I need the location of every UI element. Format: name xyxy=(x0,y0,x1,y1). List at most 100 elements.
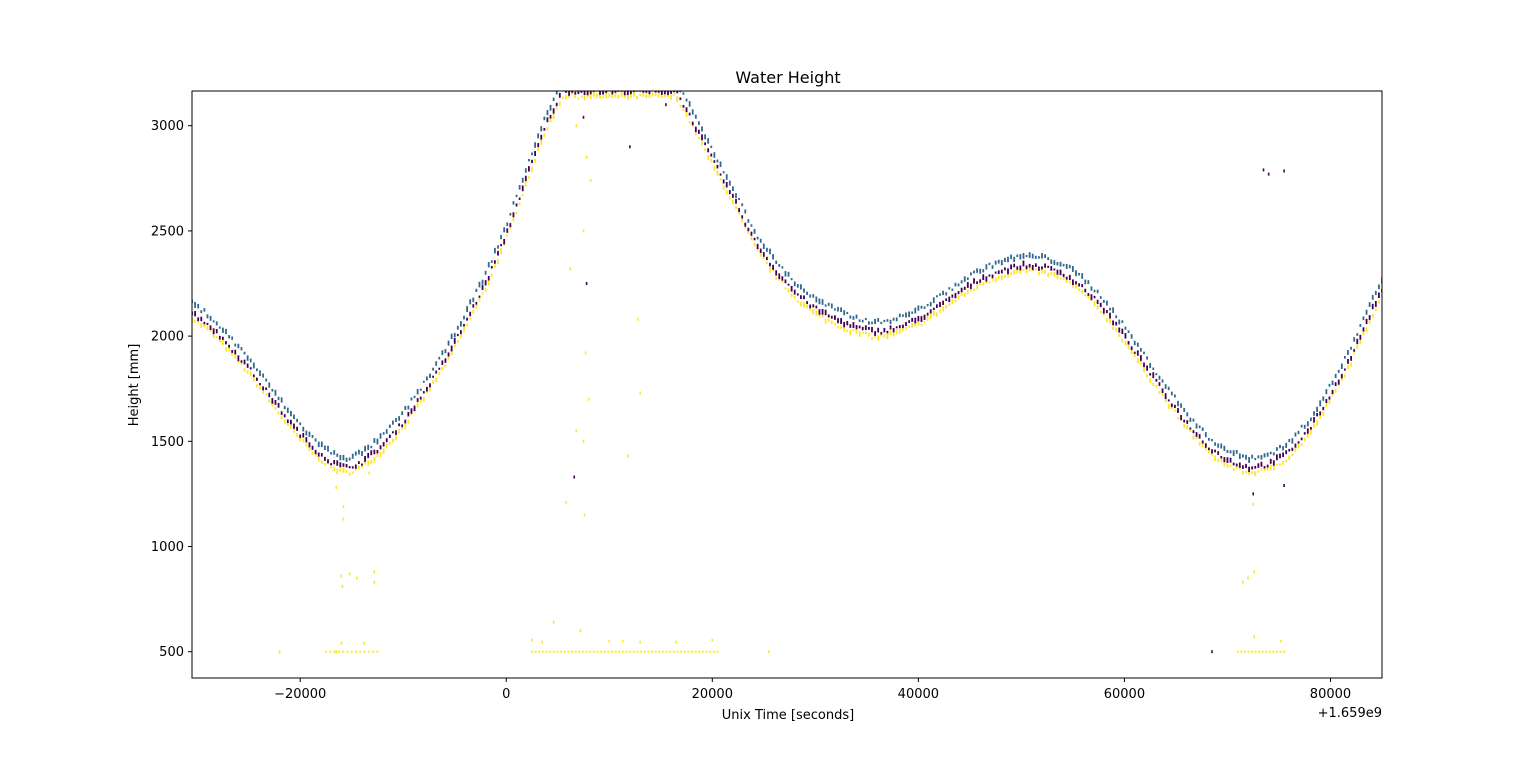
data-point xyxy=(1099,302,1102,308)
data-point xyxy=(249,371,252,376)
data-point xyxy=(413,405,416,411)
data-point xyxy=(966,277,969,280)
data-point xyxy=(815,310,818,317)
data-point xyxy=(1214,442,1216,446)
data-point xyxy=(200,310,203,314)
data-point xyxy=(262,373,264,378)
data-point xyxy=(252,374,255,378)
data-point xyxy=(1235,465,1238,469)
data-point xyxy=(422,391,425,394)
data-point xyxy=(682,104,685,108)
y-tick-label: 1500 xyxy=(151,435,184,450)
data-point xyxy=(1065,263,1068,269)
data-point xyxy=(1170,391,1173,396)
baseline-point xyxy=(1283,650,1286,653)
data-point xyxy=(1090,286,1093,291)
data-point xyxy=(1226,449,1229,454)
data-point xyxy=(849,315,852,319)
data-point xyxy=(1174,394,1176,398)
data-point xyxy=(1004,274,1006,278)
data-point xyxy=(787,283,790,286)
data-point xyxy=(475,304,478,309)
data-point xyxy=(1140,347,1142,352)
data-point xyxy=(574,95,577,99)
data-point xyxy=(549,104,552,111)
data-point xyxy=(744,222,747,227)
baseline-point xyxy=(614,650,617,653)
data-point xyxy=(528,158,530,162)
data-point xyxy=(1331,380,1334,386)
data-point xyxy=(1161,379,1164,383)
data-point xyxy=(902,324,904,329)
data-point xyxy=(494,264,496,269)
data-point xyxy=(793,289,796,295)
data-point xyxy=(707,148,710,153)
baseline-point xyxy=(709,650,712,653)
data-point xyxy=(1087,293,1090,296)
data-point xyxy=(506,222,509,227)
data-point xyxy=(469,317,472,321)
data-point xyxy=(1282,452,1284,458)
data-point xyxy=(914,322,917,327)
data-point xyxy=(1031,264,1034,271)
data-point xyxy=(1041,252,1043,259)
data-point xyxy=(283,414,286,418)
data-point xyxy=(960,287,963,293)
data-point xyxy=(206,322,209,326)
outlier-point xyxy=(582,439,585,443)
data-point xyxy=(1337,379,1340,385)
outlier-point xyxy=(569,267,571,271)
data-point xyxy=(639,93,642,97)
data-point xyxy=(1340,373,1343,379)
x-axis: −20000 0 20000 40000 60000 80000 xyxy=(274,678,1351,702)
data-point xyxy=(812,294,815,298)
data-point xyxy=(234,353,237,359)
outlier-point xyxy=(585,155,588,159)
outlier-point xyxy=(1283,483,1285,487)
baseline-point xyxy=(654,650,657,653)
data-point xyxy=(1365,318,1368,325)
data-point xyxy=(1223,457,1226,463)
data-point xyxy=(1279,444,1281,449)
data-point xyxy=(589,91,592,95)
baseline-point xyxy=(716,650,719,653)
data-point xyxy=(311,451,314,456)
data-point xyxy=(880,332,883,335)
data-point xyxy=(772,254,774,260)
data-point xyxy=(1195,423,1198,429)
baseline-point xyxy=(567,650,570,653)
data-point xyxy=(664,91,666,95)
data-point xyxy=(1038,266,1040,271)
baseline-point xyxy=(350,650,353,653)
data-point xyxy=(243,368,246,372)
data-point xyxy=(630,77,632,82)
outlier-point xyxy=(348,572,351,576)
outlier-point xyxy=(573,475,576,479)
data-point xyxy=(880,321,883,325)
data-point xyxy=(534,142,536,148)
data-point xyxy=(1310,417,1312,422)
outlier-point xyxy=(335,486,338,490)
data-point xyxy=(1004,267,1006,271)
data-point xyxy=(982,282,985,286)
data-point xyxy=(926,312,929,316)
data-point xyxy=(1374,308,1377,312)
data-point xyxy=(667,79,669,84)
data-point xyxy=(1106,310,1108,314)
outlier-point xyxy=(1253,635,1256,639)
data-point xyxy=(682,92,685,95)
data-point xyxy=(1347,358,1349,364)
data-point xyxy=(1378,284,1380,290)
data-point xyxy=(401,427,404,430)
data-point xyxy=(320,453,323,457)
data-point xyxy=(1167,386,1170,391)
data-point xyxy=(509,223,512,228)
baseline-point xyxy=(589,650,592,653)
data-point xyxy=(373,438,376,443)
data-point xyxy=(500,244,502,247)
data-point xyxy=(1322,406,1325,410)
baseline-point xyxy=(346,650,349,653)
data-point xyxy=(852,316,855,320)
data-point xyxy=(194,319,196,323)
data-point xyxy=(225,341,227,345)
